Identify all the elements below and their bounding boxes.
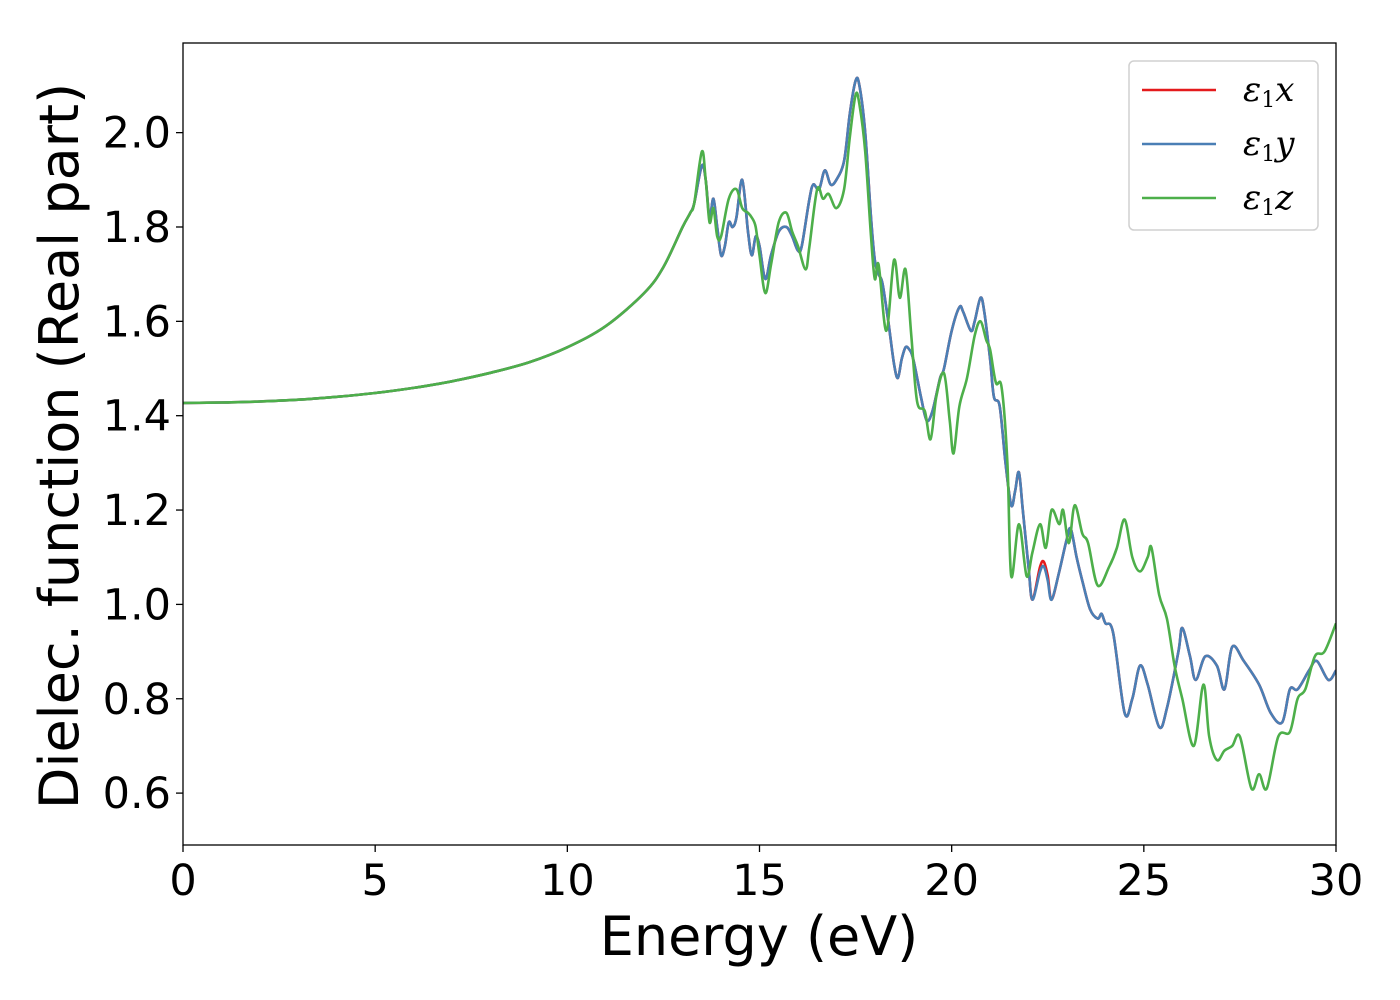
y-axis: 0.6 0.8 1.0 1.2 1.4 1.6 1.8 2.0 [103, 109, 183, 819]
legend: ε1x ε1y ε1z [1128, 60, 1319, 231]
y-tick-label: 1.8 [103, 203, 171, 253]
y-tick-label: 1.2 [103, 486, 171, 536]
x-tick-label: 25 [1116, 856, 1171, 906]
legend-label-x: ε1x [1243, 70, 1294, 113]
y-tick-label: 1.6 [103, 297, 171, 347]
y-axis-title: Dielec. function (Real part) [28, 83, 91, 809]
x-tick-label: 10 [540, 856, 595, 906]
x-tick-label: 5 [361, 856, 388, 906]
x-tick-label: 30 [1309, 856, 1364, 906]
legend-label-z: ε1z [1243, 178, 1294, 221]
legend-label-y: ε1y [1243, 124, 1295, 167]
y-tick-label: 0.6 [103, 769, 171, 819]
y-tick-label: 1.0 [103, 580, 171, 630]
x-tick-label: 0 [169, 856, 196, 906]
x-axis: 0 5 10 15 20 25 30 [169, 845, 1363, 906]
series-layer [183, 76, 1336, 791]
y-tick-label: 0.8 [103, 675, 171, 725]
legend-box [1128, 60, 1319, 231]
y-tick-label: 1.4 [103, 392, 171, 442]
series-line-z [183, 91, 1336, 791]
x-axis-title: Energy (eV) [600, 905, 919, 968]
x-tick-label: 15 [732, 856, 787, 906]
y-tick-label: 2.0 [103, 109, 171, 159]
x-tick-label: 20 [924, 856, 979, 906]
